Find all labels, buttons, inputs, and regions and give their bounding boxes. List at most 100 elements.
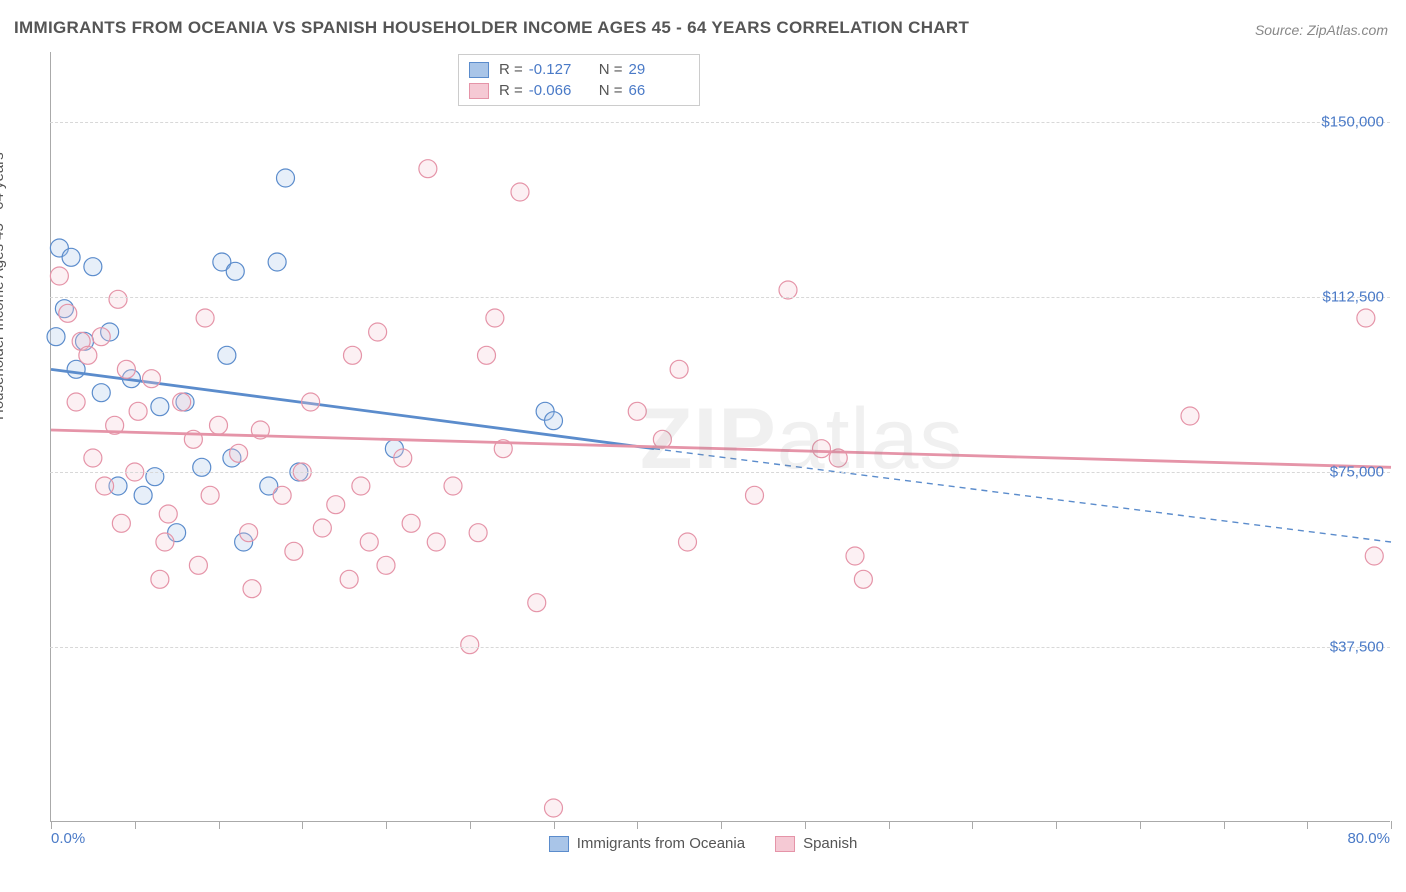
scatter-point — [50, 267, 68, 285]
scatter-point — [159, 505, 177, 523]
scatter-point — [230, 444, 248, 462]
x-tick — [386, 821, 387, 829]
x-tick — [1391, 821, 1392, 829]
x-tick — [219, 821, 220, 829]
y-gridline — [50, 122, 1390, 123]
x-tick — [637, 821, 638, 829]
x-tick — [1224, 821, 1225, 829]
scatter-point — [486, 309, 504, 327]
scatter-point — [628, 402, 646, 420]
scatter-point — [344, 346, 362, 364]
scatter-point — [1365, 547, 1383, 565]
scatter-point — [189, 556, 207, 574]
scatter-point — [545, 799, 563, 817]
scatter-point — [268, 253, 286, 271]
scatter-point — [1181, 407, 1199, 425]
y-tick-label: $150,000 — [1321, 114, 1384, 131]
scatter-point — [196, 309, 214, 327]
r-label: R = — [499, 82, 523, 99]
scatter-point — [109, 290, 127, 308]
scatter-point — [218, 346, 236, 364]
trend-line — [51, 430, 1391, 467]
legend-swatch-1 — [469, 83, 489, 99]
scatter-point — [243, 580, 261, 598]
scatter-point — [313, 519, 331, 537]
scatter-point — [854, 570, 872, 588]
scatter-point — [226, 262, 244, 280]
n-value-0: 29 — [629, 61, 679, 78]
scatter-point — [545, 412, 563, 430]
scatter-point — [402, 514, 420, 532]
scatter-point — [285, 542, 303, 560]
x-tick — [972, 821, 973, 829]
scatter-point — [92, 328, 110, 346]
scatter-point — [746, 486, 764, 504]
r-value-1: -0.066 — [529, 82, 579, 99]
scatter-point — [79, 346, 97, 364]
scatter-point — [461, 636, 479, 654]
scatter-point — [240, 524, 258, 542]
legend-item-0: Immigrants from Oceania — [549, 835, 745, 852]
scatter-point — [369, 323, 387, 341]
scatter-point — [273, 486, 291, 504]
correlation-legend: R = -0.127 N = 29 R = -0.066 N = 66 — [458, 54, 700, 106]
x-tick — [470, 821, 471, 829]
scatter-point — [151, 398, 169, 416]
scatter-point — [146, 468, 164, 486]
scatter-point — [478, 346, 496, 364]
x-tick — [135, 821, 136, 829]
legend-item-1: Spanish — [775, 835, 857, 852]
n-value-1: 66 — [629, 82, 679, 99]
scatter-point — [679, 533, 697, 551]
scatter-point — [360, 533, 378, 551]
legend-label-0: Immigrants from Oceania — [577, 835, 745, 852]
x-tick — [805, 821, 806, 829]
y-tick-label: $37,500 — [1330, 639, 1384, 656]
scatter-point — [352, 477, 370, 495]
legend-row-series-1: R = -0.066 N = 66 — [469, 80, 689, 101]
scatter-point — [511, 183, 529, 201]
scatter-point — [117, 360, 135, 378]
series-legend: Immigrants from Oceania Spanish — [0, 835, 1406, 852]
y-gridline — [50, 297, 1390, 298]
legend-swatch-bottom-0 — [549, 836, 569, 852]
scatter-point — [67, 393, 85, 411]
legend-swatch-0 — [469, 62, 489, 78]
y-tick-label: $112,500 — [1323, 289, 1384, 306]
n-label: N = — [599, 61, 623, 78]
legend-label-1: Spanish — [803, 835, 857, 852]
scatter-point — [59, 304, 77, 322]
scatter-point — [427, 533, 445, 551]
scatter-point — [327, 496, 345, 514]
scatter-point — [84, 449, 102, 467]
legend-swatch-bottom-1 — [775, 836, 795, 852]
scatter-point — [129, 402, 147, 420]
plot-area: 0.0%80.0% — [50, 52, 1390, 822]
scatter-point — [62, 248, 80, 266]
scatter-point — [302, 393, 320, 411]
legend-row-series-0: R = -0.127 N = 29 — [469, 59, 689, 80]
scatter-svg — [51, 52, 1390, 821]
scatter-point — [340, 570, 358, 588]
scatter-point — [112, 514, 130, 532]
scatter-point — [96, 477, 114, 495]
scatter-point — [84, 258, 102, 276]
scatter-point — [201, 486, 219, 504]
scatter-point — [277, 169, 295, 187]
scatter-point — [193, 458, 211, 476]
scatter-point — [419, 160, 437, 178]
scatter-point — [173, 393, 191, 411]
y-tick-label: $75,000 — [1330, 464, 1384, 481]
source-attribution: Source: ZipAtlas.com — [1255, 22, 1388, 38]
y-gridline — [50, 647, 1390, 648]
scatter-point — [377, 556, 395, 574]
x-tick — [889, 821, 890, 829]
scatter-point — [92, 384, 110, 402]
scatter-point — [134, 486, 152, 504]
scatter-point — [1357, 309, 1375, 327]
scatter-point — [394, 449, 412, 467]
scatter-point — [151, 570, 169, 588]
scatter-point — [444, 477, 462, 495]
scatter-point — [143, 370, 161, 388]
x-tick — [554, 821, 555, 829]
